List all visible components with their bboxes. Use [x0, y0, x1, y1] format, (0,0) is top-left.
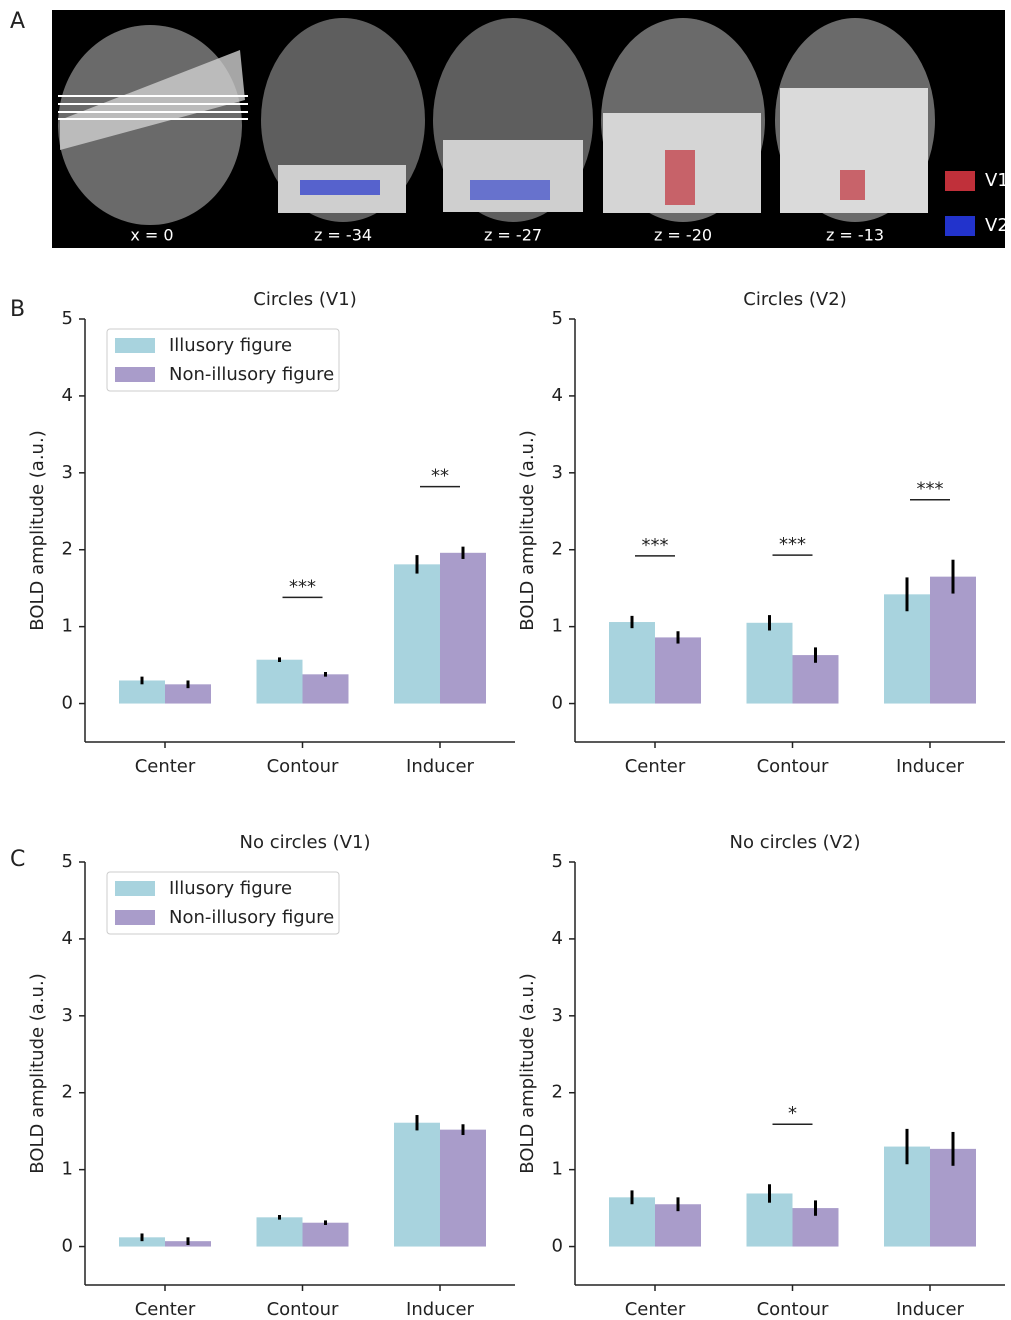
- chart-title: No circles (V1): [240, 832, 371, 853]
- x-tick-label: Center: [625, 756, 686, 777]
- y-tick-label: 1: [552, 616, 563, 637]
- x-tick-label: Center: [135, 756, 196, 777]
- y-tick-label: 2: [552, 1082, 563, 1103]
- y-axis-label: BOLD amplitude (a.u.): [27, 973, 48, 1173]
- bar: [303, 1223, 349, 1247]
- chart-title: Circles (V1): [253, 289, 356, 310]
- bar: [609, 622, 655, 704]
- y-tick-label: 4: [552, 928, 563, 949]
- legend-swatch: [115, 367, 155, 382]
- legend-label: Non-illusory figure: [169, 364, 334, 385]
- chart-title: No circles (V2): [730, 832, 861, 853]
- chart-title: Circles (V2): [743, 289, 846, 310]
- y-tick-label: 5: [552, 308, 563, 329]
- significance-label: ***: [642, 535, 669, 556]
- y-tick-label: 5: [552, 851, 563, 872]
- bar: [440, 553, 486, 704]
- legend-label: V2: [985, 215, 1009, 236]
- significance-label: ***: [779, 534, 806, 555]
- bar: [257, 1217, 303, 1246]
- slice-label: z = -13: [826, 226, 884, 245]
- figure: A B C x = 0 z = -34 z = -27 z = -20 z = -13 V…: [0, 0, 1011, 1320]
- y-tick-label: 4: [62, 928, 73, 949]
- y-tick-label: 4: [552, 385, 563, 406]
- significance-label: ***: [289, 576, 316, 597]
- significance-label: **: [431, 466, 449, 487]
- y-tick-label: 3: [552, 462, 563, 483]
- legend-label: Illusory figure: [169, 878, 292, 899]
- page: {"panel_labels": ["A", "B", "C"], "panel…: [0, 0, 1011, 1320]
- y-tick-label: 3: [552, 1005, 563, 1026]
- bar: [440, 1130, 486, 1247]
- legend-swatch: [115, 910, 155, 925]
- bar: [394, 564, 440, 703]
- x-tick-label: Inducer: [896, 756, 965, 777]
- x-tick-label: Center: [135, 1299, 196, 1320]
- legend-swatch: [945, 216, 975, 236]
- slice-label: z = -34: [314, 226, 372, 245]
- y-tick-label: 2: [552, 539, 563, 560]
- slice-label: x = 0: [130, 226, 173, 245]
- brain-images: [58, 18, 935, 225]
- y-tick-label: 4: [62, 385, 73, 406]
- bar: [609, 1197, 655, 1246]
- x-tick-label: Contour: [267, 1299, 339, 1320]
- slice-label: z = -20: [654, 226, 712, 245]
- y-axis-label: BOLD amplitude (a.u.): [27, 430, 48, 630]
- legend-label: Non-illusory figure: [169, 907, 334, 928]
- legend-swatch: [945, 171, 975, 191]
- y-tick-label: 0: [62, 1236, 73, 1257]
- y-tick-label: 1: [62, 1159, 73, 1180]
- x-tick-label: Inducer: [406, 756, 475, 777]
- panel-letter: B: [10, 297, 25, 322]
- y-tick-label: 3: [62, 1005, 73, 1026]
- bar: [747, 623, 793, 704]
- y-tick-label: 5: [62, 851, 73, 872]
- y-tick-label: 2: [62, 539, 73, 560]
- slice-label: z = -27: [484, 226, 542, 245]
- y-tick-label: 2: [62, 1082, 73, 1103]
- y-tick-label: 5: [62, 308, 73, 329]
- x-tick-label: Contour: [757, 1299, 829, 1320]
- y-tick-label: 0: [62, 693, 73, 714]
- legend-swatch: [115, 881, 155, 896]
- y-tick-label: 0: [552, 1236, 563, 1257]
- y-tick-label: 1: [552, 1159, 563, 1180]
- x-tick-label: Inducer: [406, 1299, 475, 1320]
- panel-letter: A: [10, 9, 25, 34]
- bar: [257, 660, 303, 704]
- y-axis-label: BOLD amplitude (a.u.): [517, 430, 538, 630]
- significance-label: ***: [917, 479, 944, 500]
- y-tick-label: 1: [62, 616, 73, 637]
- x-tick-label: Contour: [757, 756, 829, 777]
- bar: [303, 674, 349, 703]
- x-tick-label: Inducer: [896, 1299, 965, 1320]
- significance-label: *: [788, 1103, 797, 1124]
- legend-label: Illusory figure: [169, 335, 292, 356]
- y-tick-label: 0: [552, 693, 563, 714]
- legend-label: V1: [985, 170, 1009, 191]
- bar: [394, 1123, 440, 1247]
- legend-swatch: [115, 338, 155, 353]
- bar: [655, 637, 701, 703]
- panel-letter: C: [10, 847, 25, 872]
- y-axis-label: BOLD amplitude (a.u.): [517, 973, 538, 1173]
- x-tick-label: Contour: [267, 756, 339, 777]
- y-tick-label: 3: [62, 462, 73, 483]
- x-tick-label: Center: [625, 1299, 686, 1320]
- bar: [930, 577, 976, 704]
